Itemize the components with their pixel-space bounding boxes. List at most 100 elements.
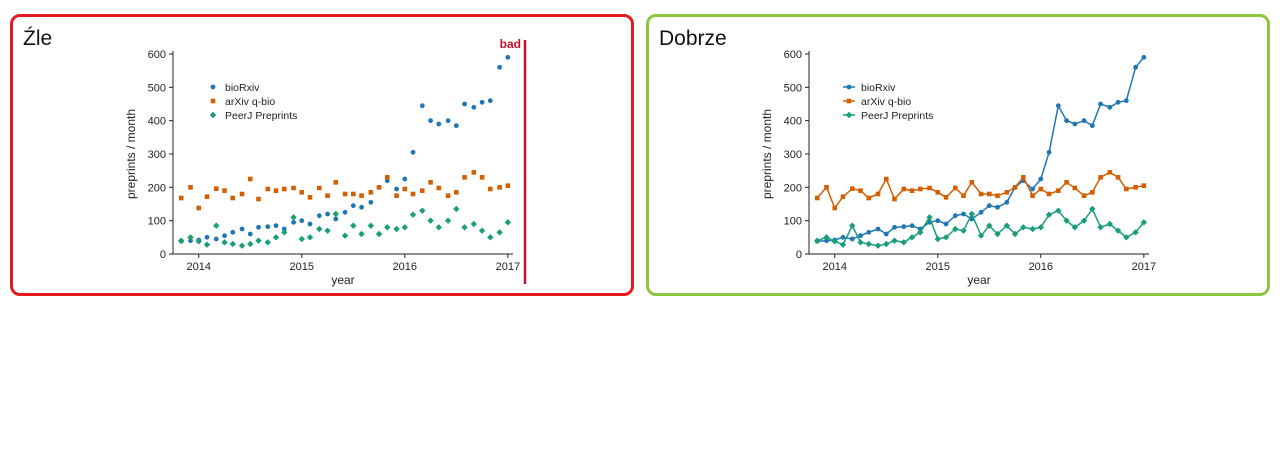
data-point	[204, 194, 210, 199]
data-point	[419, 103, 425, 109]
data-point	[291, 219, 296, 225]
data-point	[901, 224, 907, 230]
bad-label: bad	[500, 37, 521, 51]
data-point	[883, 231, 889, 237]
data-point	[195, 238, 202, 245]
data-point	[839, 241, 847, 248]
y-tick-label: 100	[148, 216, 166, 228]
data-point	[196, 205, 202, 211]
data-point	[892, 196, 897, 202]
data-point	[420, 188, 425, 193]
data-point	[909, 223, 915, 229]
series-arxiv-q-bio	[814, 170, 1147, 211]
data-point	[1124, 186, 1129, 192]
data-point	[273, 188, 279, 193]
series-arxiv-q-bio	[178, 170, 511, 211]
data-point	[436, 121, 442, 127]
legend-label: PeerJ Preprints	[225, 110, 297, 122]
data-point	[307, 195, 313, 200]
data-point	[823, 234, 830, 241]
data-point	[883, 176, 889, 182]
data-point	[470, 220, 478, 228]
data-point	[375, 230, 383, 238]
data-point	[471, 104, 477, 110]
legend-marker	[846, 84, 852, 90]
data-point	[849, 186, 855, 191]
data-point	[849, 222, 856, 229]
data-point	[290, 214, 297, 221]
series-biorxiv	[814, 54, 1147, 244]
data-point	[1133, 185, 1138, 190]
x-tick-label: 2014	[823, 261, 847, 273]
data-point	[1080, 217, 1088, 224]
data-point	[453, 123, 459, 129]
data-point	[935, 218, 941, 224]
data-point	[496, 229, 503, 236]
data-point	[961, 193, 966, 198]
data-point	[462, 101, 467, 107]
data-point	[316, 213, 322, 219]
data-point	[436, 185, 442, 191]
data-point	[445, 118, 451, 124]
data-point	[1115, 175, 1121, 180]
data-point	[471, 170, 477, 175]
data-point	[1004, 199, 1010, 205]
data-point	[410, 149, 416, 155]
data-point	[1115, 99, 1121, 105]
data-point	[247, 231, 253, 237]
legend: bioRxiv arXiv q-bio PeerJ Preprints	[209, 82, 297, 122]
data-point	[849, 236, 855, 242]
data-point	[1132, 229, 1139, 236]
y-tick-label: 300	[148, 149, 166, 161]
panel-title-good: Dobrze	[659, 27, 727, 50]
data-point	[814, 237, 821, 244]
data-point	[1141, 54, 1147, 60]
y-tick-label: 600	[784, 49, 802, 61]
legend-label: PeerJ Preprints	[861, 110, 933, 122]
data-point	[333, 216, 339, 222]
data-point	[325, 193, 330, 198]
data-point	[874, 242, 882, 249]
data-point	[239, 226, 245, 232]
data-point	[358, 230, 365, 238]
data-point	[479, 175, 485, 180]
data-point	[908, 234, 916, 241]
data-point	[987, 191, 992, 197]
data-point	[1056, 188, 1061, 193]
data-point	[453, 205, 460, 213]
y-tick-label: 0	[160, 249, 166, 261]
data-point	[350, 222, 357, 229]
data-point	[1090, 190, 1095, 195]
data-point	[1072, 121, 1078, 127]
data-point	[341, 232, 349, 239]
data-point	[1046, 191, 1052, 197]
data-point	[247, 176, 253, 182]
data-point	[264, 239, 271, 246]
data-point	[978, 191, 984, 197]
data-point	[1097, 224, 1104, 231]
data-point	[273, 223, 279, 229]
data-point	[1038, 186, 1044, 192]
data-point	[1011, 230, 1019, 238]
data-point	[409, 211, 417, 218]
chart-bad: 0 100 200 300 400 500 600 2014 2015 2016 2017 year p…	[124, 37, 527, 287]
data-point	[265, 186, 271, 192]
data-point	[444, 217, 452, 224]
data-point	[901, 186, 907, 192]
data-point	[840, 234, 846, 240]
data-point	[1089, 123, 1095, 129]
data-point	[265, 224, 271, 230]
data-point	[953, 185, 958, 191]
data-point	[445, 193, 451, 198]
data-point	[1046, 149, 1052, 155]
data-point	[428, 180, 433, 185]
data-point	[324, 227, 331, 234]
data-point	[824, 238, 829, 244]
y-tick-label: 400	[784, 116, 802, 128]
data-point	[832, 205, 838, 211]
data-point	[256, 224, 261, 230]
data-point	[342, 209, 348, 215]
data-point	[814, 195, 820, 201]
data-point	[178, 237, 185, 244]
data-point	[203, 241, 211, 248]
